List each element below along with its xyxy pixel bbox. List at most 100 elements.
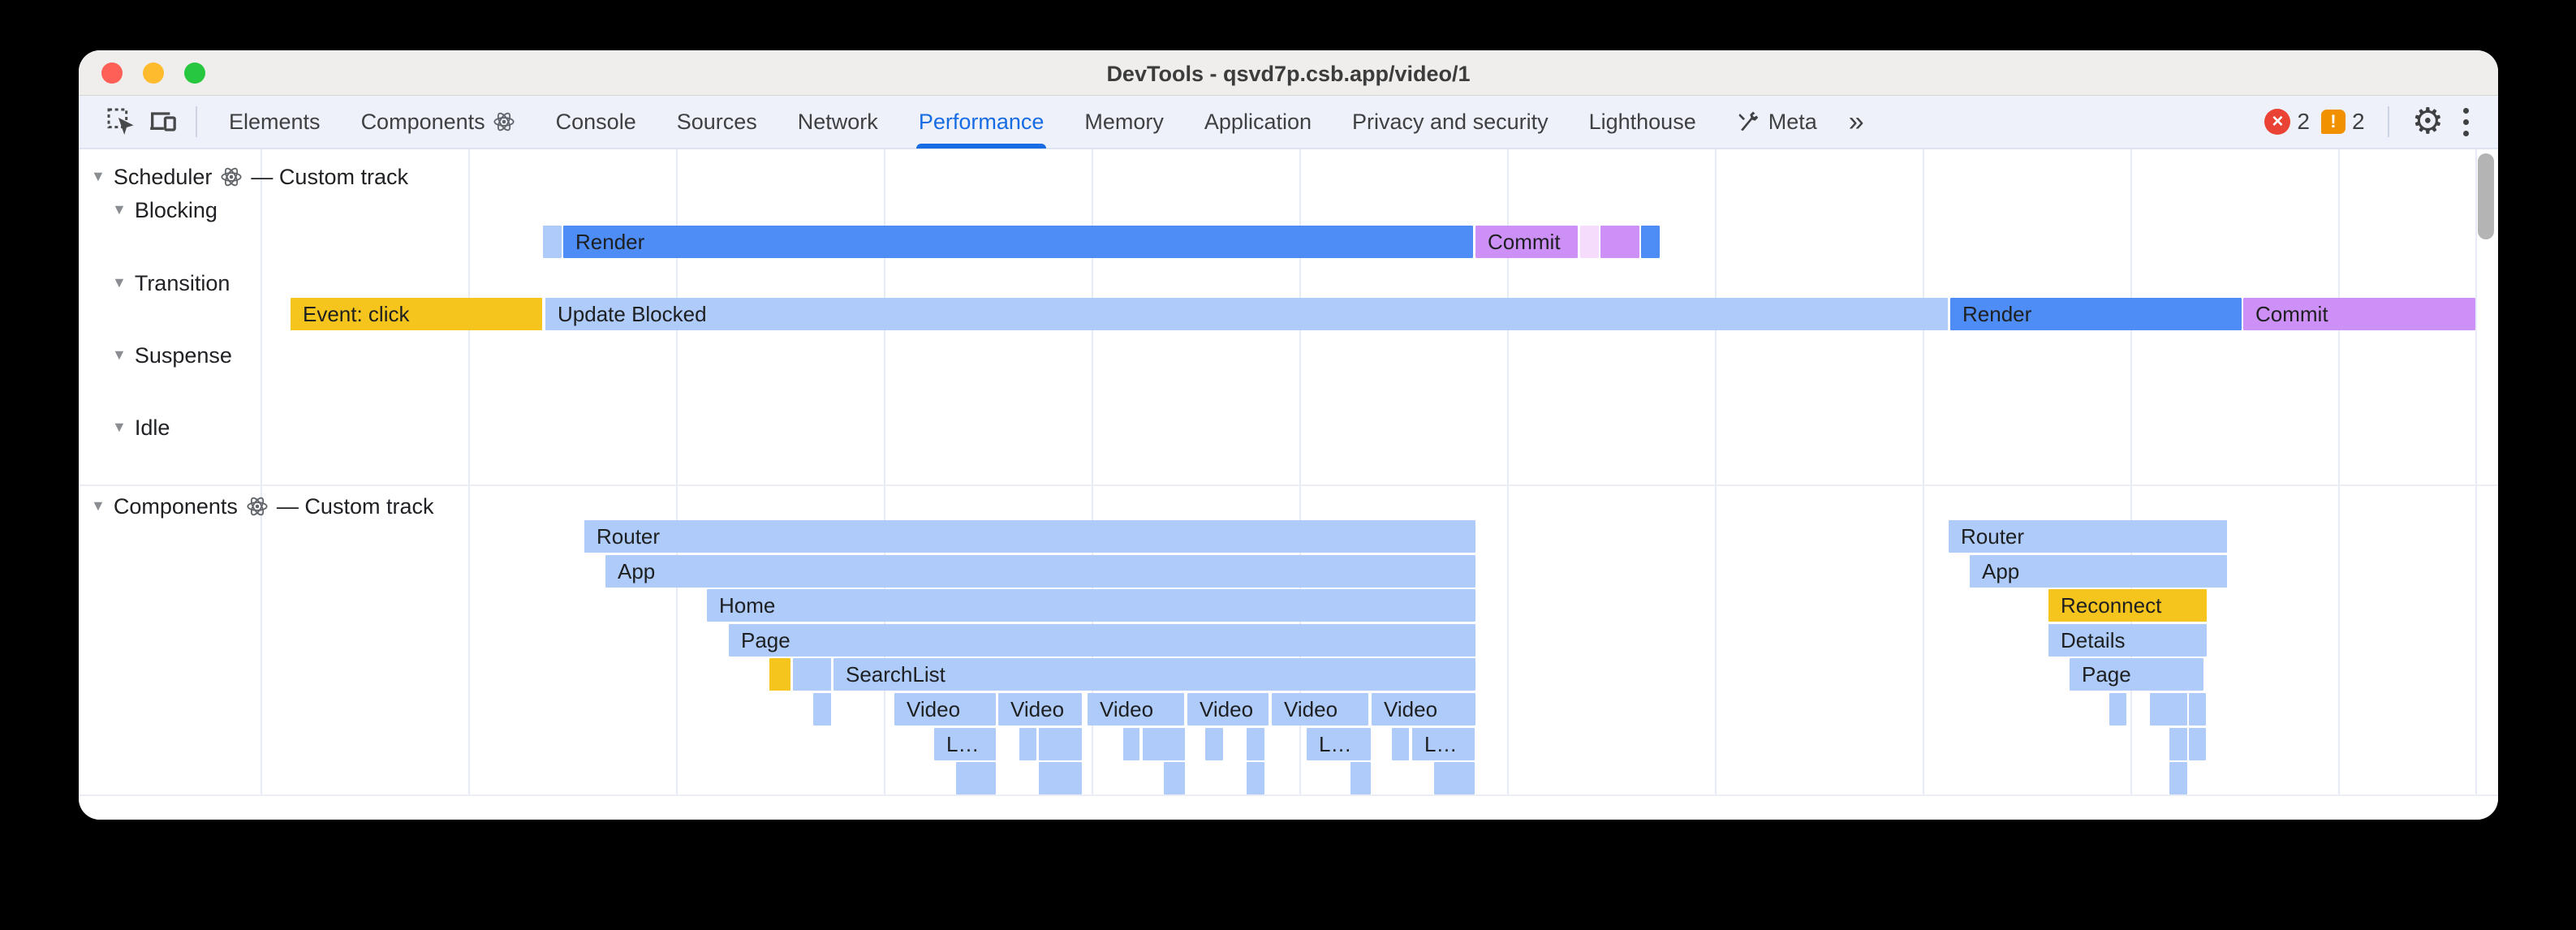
flame-bar[interactable]: [543, 226, 562, 258]
flame-bar-l-[interactable]: L…: [934, 728, 996, 760]
flame-bar[interactable]: [1019, 728, 1036, 760]
collapse-triangle-icon: ▼: [112, 200, 127, 217]
minimize-button[interactable]: [143, 62, 164, 84]
toolbar-divider-right: [2387, 106, 2389, 137]
error-badge[interactable]: × 2: [2264, 109, 2310, 135]
inspect-element-button[interactable]: [100, 97, 142, 146]
flame-bar-label: Page: [2082, 661, 2131, 687]
more-options-button[interactable]: [2455, 107, 2477, 136]
subtrack-label-idle[interactable]: ▼ Idle: [112, 414, 170, 441]
tab-label: Memory: [1084, 109, 1164, 134]
flame-bar[interactable]: [1123, 728, 1139, 760]
toggle-device-toolbar-button[interactable]: [142, 97, 184, 146]
flame-bar[interactable]: [1205, 728, 1223, 760]
track-name: Scheduler: [113, 164, 213, 189]
subtrack-name: Suspense: [134, 342, 232, 368]
flame-bar-l-[interactable]: L…: [1412, 728, 1475, 760]
tab-privacy-and-security[interactable]: Privacy and security: [1332, 95, 1569, 149]
tab-meta[interactable]: Meta: [1717, 95, 1837, 149]
track-header-scheduler[interactable]: ▼ Scheduler — Custom track: [91, 162, 408, 192]
flame-bar[interactable]: [956, 762, 996, 794]
flame-bar-details[interactable]: Details: [2048, 624, 2207, 657]
flame-bar[interactable]: [1247, 728, 1264, 760]
track-header-components[interactable]: ▼ Components — Custom track: [91, 492, 433, 521]
tab-performance[interactable]: Performance: [898, 95, 1065, 149]
flame-bar[interactable]: [2189, 693, 2206, 725]
flame-bar-label: Video: [907, 696, 961, 721]
tab-label: Application: [1204, 109, 1312, 134]
tab-label: Console: [555, 109, 636, 134]
tab-application[interactable]: Application: [1184, 95, 1332, 149]
flame-bar-l-[interactable]: L…: [1307, 728, 1371, 760]
warning-badge[interactable]: ! 2: [2320, 109, 2365, 135]
flame-bar-render[interactable]: Render: [1950, 298, 2242, 330]
flame-bar[interactable]: [2169, 762, 2187, 794]
flame-bar[interactable]: [1600, 226, 1639, 258]
tab-lighthouse[interactable]: Lighthouse: [1569, 95, 1717, 149]
flame-bar[interactable]: [1392, 728, 1409, 760]
flame-bar[interactable]: [2169, 728, 2187, 760]
vertical-scrollbar-thumb[interactable]: [2478, 153, 2494, 239]
flame-bar[interactable]: [2150, 693, 2187, 725]
flame-bar[interactable]: [1039, 728, 1082, 760]
flame-bar-app[interactable]: App: [605, 555, 1475, 588]
tab-console[interactable]: Console: [536, 95, 657, 149]
flame-bar[interactable]: [769, 658, 790, 691]
flame-bar[interactable]: [1247, 762, 1264, 794]
flame-bar[interactable]: [793, 658, 831, 691]
tab-label: Performance: [918, 109, 1045, 134]
flame-bar[interactable]: [1039, 762, 1082, 794]
subtrack-label-suspense[interactable]: ▼ Suspense: [112, 342, 232, 369]
flame-bar-page[interactable]: Page: [729, 624, 1475, 657]
flame-bar-event-click[interactable]: Event: click: [291, 298, 542, 330]
device-toolbar-icon: [150, 112, 176, 131]
flame-bar-video[interactable]: Video: [1088, 693, 1184, 725]
gridline: [2475, 149, 2477, 794]
flame-bar[interactable]: [1434, 762, 1475, 794]
subtrack-label-blocking[interactable]: ▼ Blocking: [112, 196, 218, 224]
tab-components[interactable]: Components: [341, 95, 536, 149]
react-atom-icon: [246, 495, 269, 518]
error-icon: ×: [2264, 109, 2291, 135]
flame-bar-label: Router: [597, 523, 661, 549]
react-atom-icon: [493, 110, 515, 133]
flame-bar-commit[interactable]: Commit: [2243, 298, 2475, 330]
flame-bar-home[interactable]: Home: [707, 589, 1475, 622]
more-tabs-button[interactable]: »: [1848, 105, 1864, 137]
zoom-button[interactable]: [184, 62, 205, 84]
flame-bar-update-blocked[interactable]: Update Blocked: [545, 298, 1948, 330]
devtools-window: DevTools - qsvd7p.csb.app/video/1 Elemen…: [79, 50, 2498, 820]
flame-bar[interactable]: [1164, 762, 1185, 794]
flame-bar-page[interactable]: Page: [2070, 658, 2203, 691]
gridline: [1507, 149, 1509, 794]
flame-bar[interactable]: [1350, 762, 1371, 794]
close-button[interactable]: [101, 62, 123, 84]
flame-bar[interactable]: [813, 693, 831, 725]
gridline: [884, 149, 885, 794]
flame-bar-searchlist[interactable]: SearchList: [834, 658, 1475, 691]
flame-bar-video[interactable]: Video: [1187, 693, 1269, 725]
flame-bar[interactable]: [2189, 728, 2206, 760]
tab-label: Components: [360, 109, 485, 134]
flame-bar[interactable]: [1580, 226, 1599, 258]
tab-memory[interactable]: Memory: [1064, 95, 1184, 149]
flame-bar-app[interactable]: App: [1970, 555, 2227, 588]
tab-elements[interactable]: Elements: [209, 95, 341, 149]
flame-bar-router[interactable]: Router: [1949, 520, 2227, 553]
subtrack-label-transition[interactable]: ▼ Transition: [112, 269, 230, 297]
flame-bar-video[interactable]: Video: [1372, 693, 1475, 725]
flame-bar[interactable]: [1143, 728, 1185, 760]
flame-bar-router[interactable]: Router: [584, 520, 1475, 553]
tab-network[interactable]: Network: [778, 95, 898, 149]
tab-strip: Elements Components Console Sources Network P…: [209, 95, 1837, 149]
flame-bar-video[interactable]: Video: [894, 693, 996, 725]
flame-bar-video[interactable]: Video: [998, 693, 1082, 725]
tab-sources[interactable]: Sources: [657, 95, 778, 149]
settings-button[interactable]: ⚙: [2412, 104, 2444, 140]
flame-bar-video[interactable]: Video: [1272, 693, 1368, 725]
flame-bar[interactable]: [2109, 693, 2126, 725]
flame-bar[interactable]: [1641, 226, 1660, 258]
flame-bar-commit[interactable]: Commit: [1475, 226, 1578, 258]
flame-bar-reconnect[interactable]: Reconnect: [2048, 589, 2207, 622]
flame-bar-render[interactable]: Render: [563, 226, 1473, 258]
